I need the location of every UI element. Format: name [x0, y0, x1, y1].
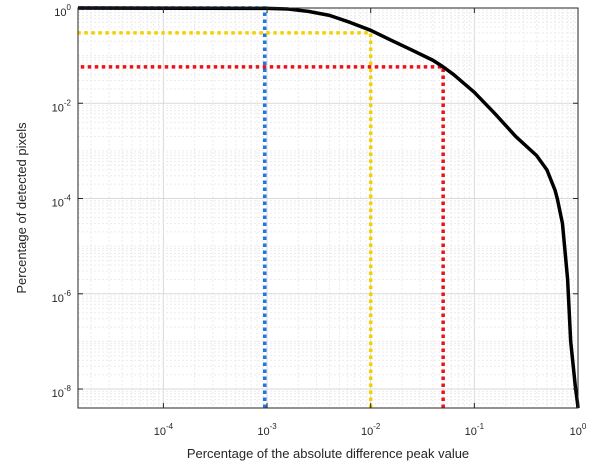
y-tick-label: 10-8 [52, 384, 72, 400]
reference-line-3 [78, 65, 445, 408]
y-tick-label: 10-2 [52, 98, 72, 114]
series [77, 6, 580, 409]
x-axis-label: Percentage of the absolute difference pe… [187, 446, 469, 461]
reference-line-2 [78, 31, 373, 408]
x-tick-label: 100 [570, 422, 587, 438]
y-tick-label: 100 [54, 3, 71, 19]
ticks: 10-4 10-3 10-2 10-1 100 10-8 10-6 10-4 10-2 100 [52, 3, 587, 438]
y-tick-label: 10-6 [52, 289, 72, 305]
x-tick-label: 10-3 [257, 422, 277, 438]
plot-frame [77, 7, 579, 409]
x-tick-label: 10-2 [361, 422, 381, 438]
y-tick-label: 10-4 [52, 194, 72, 210]
x-tick-label: 10-1 [465, 422, 485, 438]
series-line-1 [77, 6, 580, 409]
y-axis-label: Percentage of detected pixels [14, 122, 29, 294]
x-tick-label: 10-4 [154, 422, 174, 438]
